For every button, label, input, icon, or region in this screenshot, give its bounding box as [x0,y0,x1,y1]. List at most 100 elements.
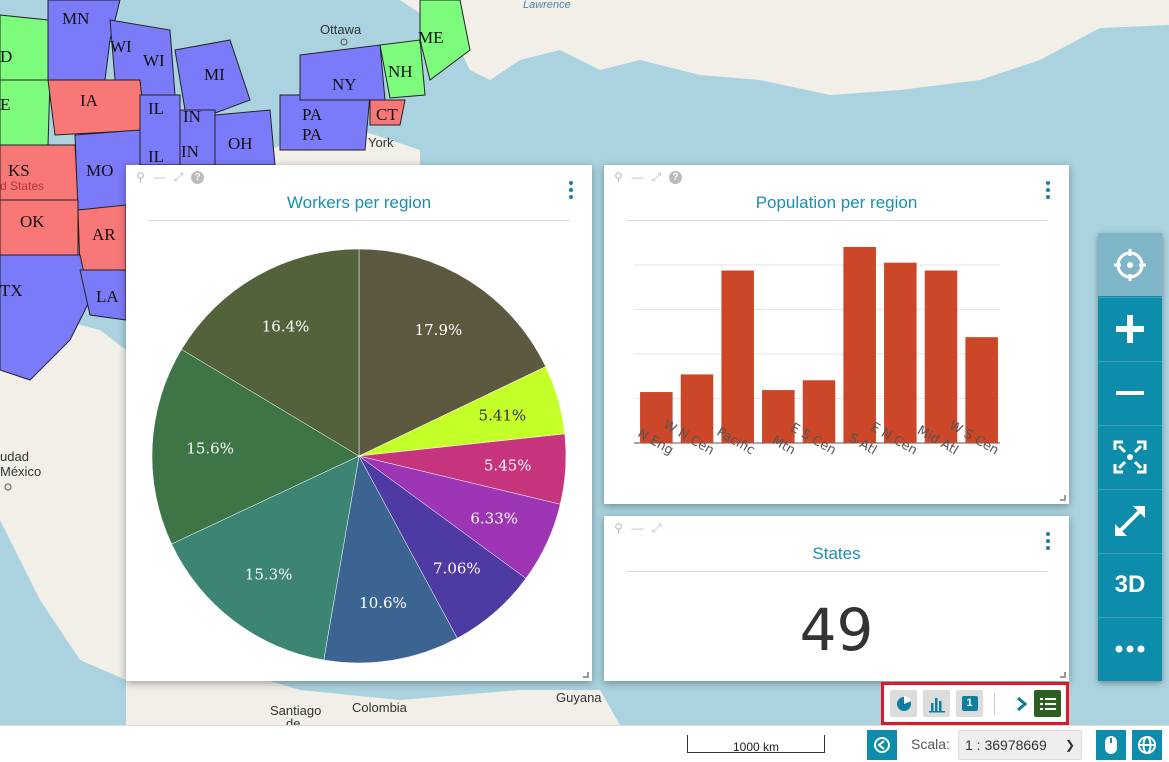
locate-button[interactable] [1098,233,1162,296]
pin-icon[interactable]: ⚲ [136,170,145,184]
tray-list-button[interactable] [1034,690,1061,717]
help-icon[interactable]: ? [191,171,204,184]
pie-label-8: 16.4% [262,317,310,335]
pie-slice-6[interactable] [171,455,360,661]
bar-7[interactable] [924,270,958,443]
minimize-icon[interactable]: — [631,170,644,184]
state-label-mo: MO [86,161,113,180]
bar-5[interactable] [843,247,876,443]
fullscreen-button[interactable] [1098,489,1162,552]
pie-slice-0[interactable] [358,248,547,457]
tray-bar-button[interactable] [923,690,950,717]
state-label-d: D [0,47,12,66]
scale-select[interactable]: 1 : 36978669 ❯ [958,730,1082,760]
state-ct [369,99,406,126]
pin-icon[interactable]: ⚲ [614,521,623,535]
tray-counter-button[interactable]: 1 [956,690,983,717]
minimize-icon[interactable]: — [631,521,644,535]
state-label-mn: MN [62,9,89,28]
bar-1[interactable] [680,374,714,443]
widget-tools: ⚲ — ⤢ ? [612,171,682,184]
tray-collapse-button[interactable] [1008,690,1035,717]
workers-widget[interactable]: ⚲ — ⤢ ? Workers per region 17.9% 5.41% 5.4… [126,165,592,681]
pie-slice-5[interactable] [323,455,458,664]
expand-icon[interactable]: ⤢ [651,170,662,184]
widget-tray: 1 [881,682,1069,725]
place-label-united-states: d States [0,179,44,193]
widget-tools: ⚲ — ⤢ [612,522,663,535]
zoom-extent-button[interactable] [1098,425,1162,488]
widget-menu-icon[interactable] [1045,181,1051,199]
resize-handle[interactable] [583,672,589,678]
resize-handle[interactable] [1060,495,1066,501]
state-label-ks: KS [8,161,30,180]
pie-slice-7[interactable] [151,349,360,545]
state-label-oh: OH [228,134,253,153]
population-widget[interactable]: ⚲ — ⤢ ? Population per region N Eng W N C… [604,165,1069,504]
widget-tools: ⚲ — ⤢ ? [134,171,204,184]
place-label-york: York [368,135,394,150]
mouse-position-button[interactable] [1096,730,1126,760]
minimize-icon[interactable]: — [153,170,166,184]
ottawa-dot [340,38,348,46]
bar-4[interactable] [802,380,836,443]
state-label-il: IL [148,99,164,118]
chevron-right-icon [1016,696,1027,711]
bar-2[interactable] [721,270,754,443]
widget-title: Workers per region [148,193,570,221]
pie-slice-8[interactable] [181,248,360,457]
pie-label-7: 15.6% [186,439,234,457]
state-label-il2: IL [148,147,164,166]
bar-8[interactable] [965,337,998,443]
bar-chart-icon [928,697,945,712]
expand-icon[interactable]: ⤢ [173,170,184,184]
widget-menu-icon[interactable] [568,181,574,199]
map-toolbar: 3D [1098,233,1162,681]
state-mi [174,39,251,116]
state-label-in: IN [183,107,201,126]
resize-handle[interactable] [1060,672,1066,678]
expand-icon[interactable]: ⤢ [651,521,662,535]
bar-0[interactable] [640,392,673,443]
bar-3[interactable] [762,390,795,443]
state-label-tx: TX [0,281,23,300]
zoom-in-button[interactable] [1098,297,1162,360]
states-widget[interactable]: ⚲ — ⤢ States 49 [604,516,1069,681]
bar-6[interactable] [884,262,917,443]
state-label-ct: CT [376,105,398,124]
south-america-land [126,640,620,725]
pie-label-3: 6.33% [470,510,518,528]
tray-separator [994,693,995,715]
pin-icon[interactable]: ⚲ [614,170,623,184]
mexico-city-dot [4,483,12,491]
state-label-in2: IN [181,142,199,161]
tray-pie-button[interactable] [890,690,917,717]
help-icon[interactable]: ? [669,171,682,184]
place-label-lawrence: Lawrence [523,0,571,11]
mouse-icon [1105,736,1117,754]
list-icon [1039,697,1056,710]
state-mn [47,0,121,81]
state-pa [279,94,371,151]
state-label-la: LA [96,287,119,306]
zoom-out-button[interactable] [1098,361,1162,424]
scale-toggle-button[interactable] [867,730,897,760]
projection-button[interactable] [1132,730,1162,760]
more-button[interactable] [1098,617,1162,680]
state-label-ny: NY [332,75,357,94]
pie-label-0: 17.9% [415,321,463,339]
map-svg: MN WI WI MI IA IL IL IN IN OH NY PA PA C… [0,0,1169,725]
expand-icon [1115,506,1145,536]
state-label-e: E [0,95,10,114]
state-label-pa: PA [302,105,323,124]
widget-menu-icon[interactable] [1045,532,1051,550]
crosshair-icon [1114,248,1146,281]
place-label-guyana: Guyana [556,690,602,705]
place-label-mexico: México [0,464,41,479]
3d-label: 3D [1114,571,1146,598]
scale-value: 1 : 36978669 [965,737,1047,753]
state-label-me: ME [418,28,444,47]
3d-button[interactable]: 3D [1098,553,1162,616]
widget-title: States [626,544,1047,572]
